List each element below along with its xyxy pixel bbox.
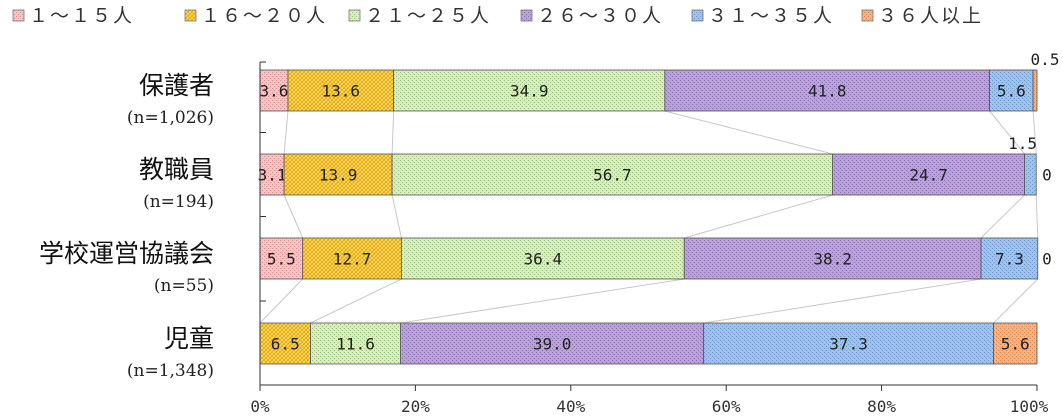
x-tick-label: 20% [401,397,430,416]
legend-item: ２１～２５人 [348,5,491,27]
data-label: 24.7 [909,166,948,185]
x-tick-label: 80% [867,397,896,416]
legend-swatch [184,9,197,22]
connector-line [310,278,402,324]
bar-segment [287,69,395,112]
legend-swatch [861,9,874,22]
connector-line [283,110,289,155]
category-name: 児童 [164,324,214,353]
data-label: 5.6 [997,82,1026,101]
connector-lines [259,110,1039,324]
connector-line [980,194,1025,239]
legend: １～１５人 １６～２０人 ２１～２５人 ２６～３０人 ３１～３５人 ３６人以上 [12,5,983,27]
data-label: 6.5 [271,335,300,354]
category-n: (n=1,348) [127,361,214,381]
category-label: 保護者 (n=1,026) [127,71,214,128]
category-n: (n=1,026) [127,108,214,128]
data-label: 37.3 [829,335,868,354]
category-name: 学校運営協議会 [39,239,214,268]
category-label: 学校運営協議会 (n=55) [39,239,214,296]
bar-segment [393,69,666,112]
data-label: 36.4 [524,250,563,269]
data-label: 3.1 [258,166,287,185]
legend-item: １６～２０人 [184,5,327,27]
bar-segment [664,69,991,112]
category-label: 教職員 (n=194) [139,155,214,212]
legend-label: １～１５人 [29,5,134,27]
x-tick-label: 60% [712,397,741,416]
connector-line [1032,110,1037,155]
data-label: 3.6 [260,82,289,101]
data-label: 5.5 [267,250,296,269]
data-label: 38.2 [813,250,852,269]
bars: 3.6 13.6 34.9 41.8 5.6 0.5 3.1 13.9 56.7 24.7 1.5 0… [258,50,1060,365]
legend-item: ３１～３５人 [691,5,834,27]
data-label: 41.8 [808,82,847,101]
connector-line [703,278,982,324]
connector-line [391,194,402,239]
category-name: 保護者 [139,71,214,100]
x-tick-label: 40% [556,397,585,416]
legend-item: １～１５人 [12,5,134,27]
category-n: (n=194) [143,192,214,212]
category-labels: 保護者 (n=1,026) 教職員 (n=194) 学校運営協議会 (n=55) 児童 (n=… [39,71,214,381]
x-tick-label: 0% [250,397,270,416]
connector-line [400,278,685,324]
bar-segment [993,322,1038,365]
bar-segment [302,237,402,280]
connector-line [664,110,833,155]
connector-line [391,110,395,155]
bar-segment [1032,69,1038,112]
bar-segment [259,322,311,365]
bar-segment [310,322,402,365]
data-label: 0 [1042,250,1052,269]
data-label: 0.5 [1031,50,1060,69]
data-label: 13.9 [319,166,358,185]
category-n: (n=55) [154,276,214,296]
data-label: 13.6 [322,82,361,101]
connector-line [259,278,304,324]
connector-line [1035,194,1039,239]
data-label: 12.7 [333,250,372,269]
legend-swatch [12,9,25,22]
category-label: 児童 (n=1,348) [127,324,214,381]
connector-line [283,194,304,239]
data-label: 0 [1042,166,1052,185]
bar-segment [703,322,994,365]
data-label: 11.6 [336,335,375,354]
connector-line [684,194,833,239]
bar-segment [832,153,1025,196]
connector-line [989,110,1025,155]
bar-segment [391,153,834,196]
x-tick-label: 100% [1010,397,1049,416]
legend-label: ３１～３５人 [708,5,834,27]
data-label: 39.0 [533,335,572,354]
legend-swatch [520,9,533,22]
category-name: 教職員 [139,155,214,184]
bar-segment [283,153,393,196]
data-label: 56.7 [593,166,632,185]
bar-segment [980,237,1039,280]
legend-label: ２６～３０人 [537,5,663,27]
legend-label: １６～２０人 [201,5,327,27]
data-label: 7.3 [995,250,1024,269]
data-label: 34.9 [510,82,549,101]
bar-segment [401,237,685,280]
legend-item: ３６人以上 [861,5,983,27]
legend-item: ２６～３０人 [520,5,663,27]
bar-segment [259,237,304,280]
bar-segment [259,153,285,196]
bar-segment [1024,153,1037,196]
legend-swatch [348,9,361,22]
legend-swatch [691,9,704,22]
bar-segment [683,237,982,280]
x-axis: 0% 20% 40% 60% 80% 100% [250,61,1049,416]
data-label: 1.5 [1008,134,1037,153]
data-label: 5.6 [1001,335,1030,354]
legend-label: ３６人以上 [878,5,983,27]
legend-label: ２１～２５人 [365,5,491,27]
bar-segment [400,322,705,365]
connector-line [993,278,1039,324]
